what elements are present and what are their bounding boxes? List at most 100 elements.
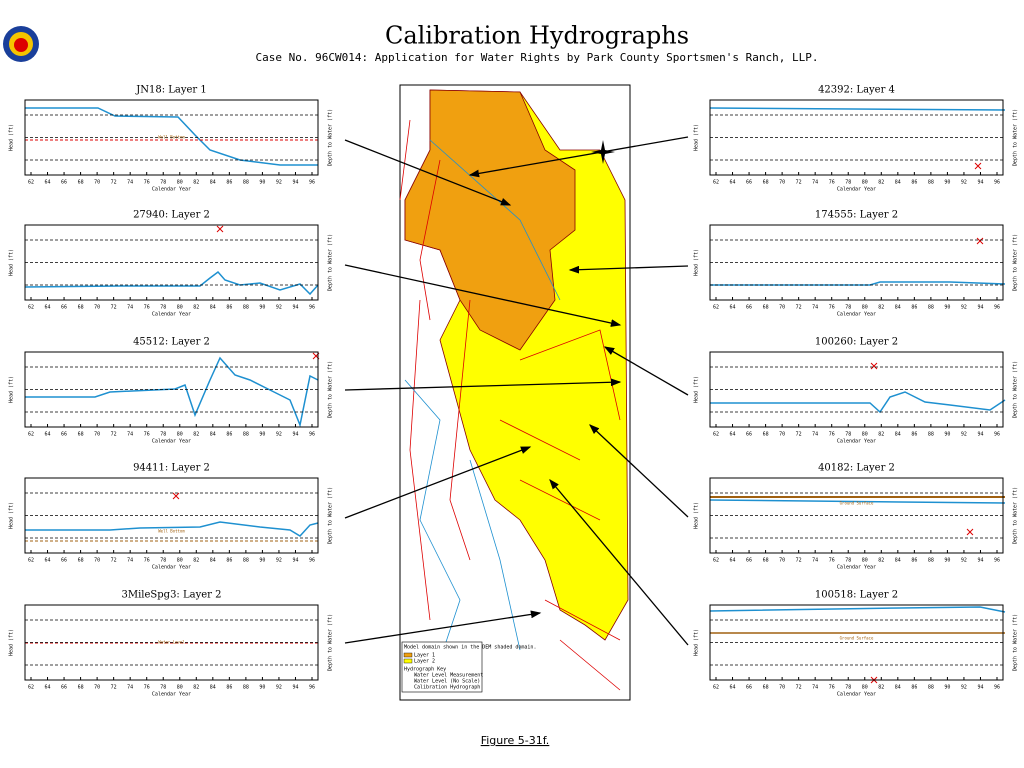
y-axis-label: Head (ft) xyxy=(9,502,15,529)
x-tick-label: 90 xyxy=(944,180,950,186)
x-tick-label: 92 xyxy=(961,305,967,311)
x-tick-label: 82 xyxy=(193,685,199,691)
map-legend-text: Layer 1 xyxy=(414,653,435,659)
x-tick-label: 68 xyxy=(78,432,84,438)
panel-note: Well Bottom xyxy=(158,135,185,140)
x-tick-label: 82 xyxy=(878,180,884,186)
x-tick-label: 80 xyxy=(862,432,868,438)
x-axis-label: Calendar Year xyxy=(837,187,876,193)
x-tick-label: 90 xyxy=(944,685,950,691)
x-tick-label: 72 xyxy=(111,305,117,311)
x-tick-label: 74 xyxy=(812,432,818,438)
x-tick-label: 72 xyxy=(111,685,117,691)
x-tick-label: 62 xyxy=(28,432,34,438)
x-tick-label: 88 xyxy=(928,432,934,438)
x-tick-label: 78 xyxy=(160,558,166,564)
y2-axis-label: Depth to Water (ft) xyxy=(1013,109,1019,166)
x-tick-label: 64 xyxy=(45,305,51,311)
x-tick-label: 92 xyxy=(961,180,967,186)
x-tick-label: 70 xyxy=(779,558,785,564)
x-tick-label: 66 xyxy=(746,432,752,438)
y2-axis-label: Depth to Water (ft) xyxy=(1013,234,1019,291)
x-axis-label: Calendar Year xyxy=(837,439,876,445)
x-tick-label: 82 xyxy=(193,432,199,438)
x-tick-label: 94 xyxy=(977,558,983,564)
x-tick-label: 76 xyxy=(829,432,835,438)
x-tick-label: 84 xyxy=(210,305,216,311)
x-tick-label: 66 xyxy=(746,558,752,564)
x-tick-label: 84 xyxy=(895,432,901,438)
x-tick-label: 96 xyxy=(994,305,1000,311)
x-tick-label: 72 xyxy=(796,558,802,564)
arrows xyxy=(344,136,689,646)
x-tick-label: 76 xyxy=(144,685,150,691)
x-tick-label: 94 xyxy=(292,180,298,186)
x-tick-label: 84 xyxy=(895,558,901,564)
x-tick-label: 62 xyxy=(713,685,719,691)
x-tick-label: 62 xyxy=(713,305,719,311)
x-tick-label: 82 xyxy=(878,685,884,691)
x-tick-label: 64 xyxy=(730,558,736,564)
x-tick-label: 74 xyxy=(127,432,133,438)
x-tick-label: 70 xyxy=(94,685,100,691)
x-axis-label: Calendar Year xyxy=(152,439,191,445)
x-tick-label: 66 xyxy=(61,558,67,564)
x-tick-label: 88 xyxy=(928,558,934,564)
y2-axis-label: Depth to Water (ft) xyxy=(328,109,334,166)
x-tick-label: 78 xyxy=(845,432,851,438)
panel-title: 94411: Layer 2 xyxy=(133,463,210,474)
x-tick-label: 76 xyxy=(144,558,150,564)
x-tick-label: 92 xyxy=(961,685,967,691)
panel-title: 174555: Layer 2 xyxy=(815,210,898,221)
x-axis-label: Calendar Year xyxy=(152,187,191,193)
x-tick-label: 86 xyxy=(226,180,232,186)
x-tick-label: 80 xyxy=(862,558,868,564)
logo xyxy=(3,26,39,62)
x-axis-label: Calendar Year xyxy=(152,565,191,571)
x-tick-label: 82 xyxy=(878,558,884,564)
x-tick-label: 86 xyxy=(911,180,917,186)
x-tick-label: 96 xyxy=(309,432,315,438)
x-tick-label: 62 xyxy=(28,685,34,691)
x-tick-label: 74 xyxy=(812,180,818,186)
x-tick-label: 76 xyxy=(144,432,150,438)
panel-title: 27940: Layer 2 xyxy=(133,210,210,221)
x-tick-label: 74 xyxy=(127,180,133,186)
x-tick-label: 80 xyxy=(177,558,183,564)
x-tick-label: 88 xyxy=(243,685,249,691)
panel-note: Water Level xyxy=(158,640,185,645)
x-tick-label: 76 xyxy=(829,685,835,691)
x-tick-label: 84 xyxy=(210,558,216,564)
x-tick-label: 92 xyxy=(276,180,282,186)
x-tick-label: 72 xyxy=(111,432,117,438)
x-tick-label: 92 xyxy=(961,558,967,564)
x-tick-label: 66 xyxy=(61,432,67,438)
y2-axis-label: Depth to Water (ft) xyxy=(1013,614,1019,671)
x-tick-label: 84 xyxy=(895,180,901,186)
x-tick-label: 78 xyxy=(160,685,166,691)
x-tick-label: 94 xyxy=(977,180,983,186)
x-tick-label: 62 xyxy=(28,558,34,564)
map-legend-text: Water Level (No Scale) xyxy=(414,679,480,685)
x-tick-label: 88 xyxy=(243,180,249,186)
x-axis-label: Calendar Year xyxy=(837,565,876,571)
x-tick-label: 66 xyxy=(746,305,752,311)
x-tick-label: 74 xyxy=(127,305,133,311)
x-tick-label: 66 xyxy=(746,180,752,186)
x-tick-label: 82 xyxy=(878,432,884,438)
x-tick-label: 86 xyxy=(911,432,917,438)
x-tick-label: 72 xyxy=(796,180,802,186)
x-tick-label: 64 xyxy=(730,685,736,691)
x-tick-label: 68 xyxy=(763,685,769,691)
x-tick-label: 68 xyxy=(78,305,84,311)
x-tick-label: 94 xyxy=(292,558,298,564)
x-tick-label: 96 xyxy=(309,685,315,691)
x-tick-label: 78 xyxy=(160,180,166,186)
x-tick-label: 76 xyxy=(829,305,835,311)
panel-note: Ground Surface xyxy=(840,636,874,641)
x-tick-label: 72 xyxy=(111,558,117,564)
x-tick-label: 90 xyxy=(944,558,950,564)
x-tick-label: 76 xyxy=(144,305,150,311)
x-tick-label: 78 xyxy=(845,558,851,564)
